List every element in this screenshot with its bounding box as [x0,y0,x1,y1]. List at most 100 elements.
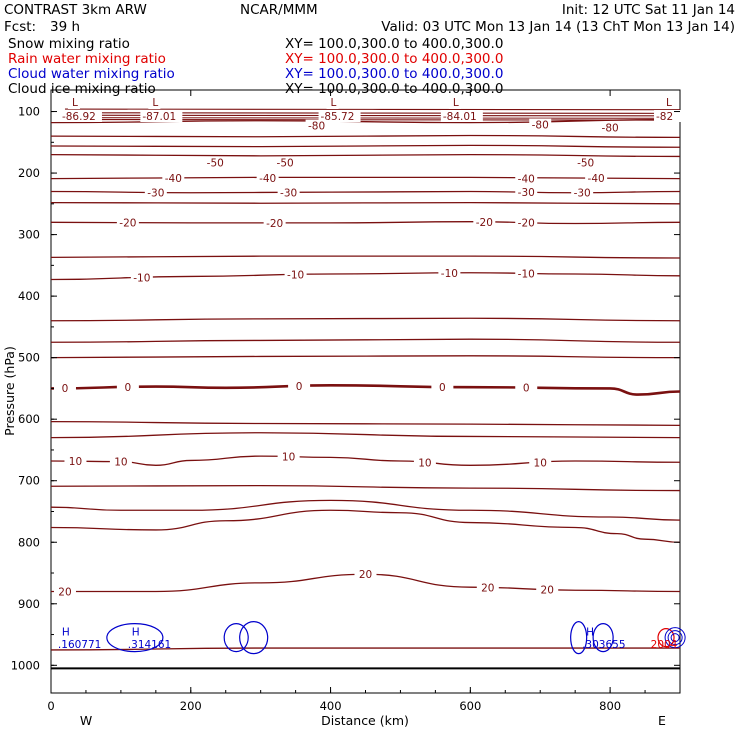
isotherm-label: -20 [476,217,493,229]
isotherm-label: 20 [541,584,554,596]
upper-isotherm-label-bg [162,171,185,184]
minimum-value-bg [654,110,697,122]
y-tick-label: 700 [18,474,40,488]
center-title: NCAR/MMM [240,2,318,18]
x-axis-east: E [658,713,666,728]
minimum-label-bg [148,96,161,109]
x-tick-label: 0 [47,699,54,713]
isotherm-label-bg [529,456,552,469]
isotherm-label-bg [515,381,538,394]
init-time: Init: 12 UTC Sat 11 Jan 14 [562,2,735,18]
isotherm-label: 10 [418,458,431,470]
contour-line [50,432,681,439]
contour-line [50,499,681,521]
legend-name: Cloud ice mixing ratio [8,81,156,97]
isotherm-line [50,272,681,281]
minimum-marker: L [72,97,78,109]
minimum-label-bg [662,96,675,109]
isotherm-label: 0 [439,382,446,394]
rain-water-contour [657,628,675,648]
isotherm-label: -10 [133,273,150,285]
isotherm-label: 0 [523,383,530,395]
isotherm-label: 10 [282,452,295,464]
cloud-water-max-value: .314161 [128,639,171,651]
upper-isotherm-label: -50 [277,158,294,170]
y-tick-label: 100 [18,105,40,119]
y-tick-label: 800 [18,535,40,549]
isotherm-label-bg [130,271,153,284]
isotherm-label-bg [515,267,538,280]
isotherm-label-bg [284,268,307,281]
minimum-value-bg [440,110,483,122]
contour-line [50,484,681,492]
cloud-water-contour [670,633,680,643]
isotherm-label: 20 [58,586,71,598]
minimum-value: -85.72 [321,111,355,123]
minimum-value: -84.01 [443,111,477,123]
minimum-value: -87.01 [142,111,176,123]
contour-line [50,647,680,651]
legend: Snow mixing ratio XY= 100.0,300.0 to 400.… [8,36,503,97]
upper-isotherm-label-bg [515,172,538,185]
isotherm-label-bg [571,186,594,199]
isotherm-label-bg [473,215,496,228]
contour-line [50,338,681,343]
upper-isotherm-label-bg [256,171,279,184]
cloud-water-max-marker: H [586,626,594,638]
legend-xy: XY= 100.0,300.0 to 400.0,300.0 [285,36,503,52]
isotherm-label: -30 [518,187,535,199]
x-tick-label: 400 [320,699,342,713]
upper-isotherm-label-bg [599,121,622,134]
isotherm-label: 0 [296,381,303,393]
isotherm-label: -10 [441,268,458,280]
x-axis-label: Distance (km) [321,713,409,728]
isotherm-label-bg [116,381,139,394]
isotherm-label-bg [288,380,311,393]
model-title: CONTRAST 3km ARW [4,2,147,18]
isotherm-label: 20 [481,583,494,595]
minimum-value-bg [140,110,183,122]
isotherm-label: -30 [280,187,297,199]
isotherm-label-bg [438,266,461,279]
isotherm-line [50,455,681,466]
legend-name: Rain water mixing ratio [8,51,166,67]
isotherm-label-bg [536,583,559,596]
upper-isotherm-label-bg [529,118,552,131]
legend-xy: XY= 100.0,300.0 to 400.0,300.0 [285,51,503,67]
minimum-marker: L [331,97,337,109]
isotherm-label-bg [144,186,167,199]
isotherm-label: 10 [534,457,547,469]
minimum-label-bg [67,96,80,109]
cloud-water-max-value: .303655 [582,639,625,651]
upper-isotherm-label: -50 [207,158,224,170]
isotherm-label-bg [116,216,139,229]
isotherm-label: 0 [125,382,132,394]
y-tick-label: 300 [18,228,40,242]
cloud-water-contour [592,623,614,653]
upper-isotherm-label-bg [585,171,608,184]
minimum-marker: L [152,97,158,109]
minimum-marker: L [666,97,672,109]
isotherm-label: -20 [119,218,136,230]
isotherm-label-bg [431,380,454,393]
cloud-water-contour [667,630,683,646]
contour-line [50,176,681,180]
isotherm-label-bg [413,456,436,469]
upper-isotherm-label: -50 [577,158,594,170]
minimum-label-bg [326,96,339,109]
contour-line [50,255,681,259]
minimum-value: -82 [656,111,673,123]
fcst-label: Fcst: [4,19,36,35]
cloud-water-max-value: .160771 [58,639,101,651]
minimum-value-bg [59,110,102,122]
upper-isotherm-label: -80 [308,121,325,133]
legend-xy: XY= 100.0,300.0 to 400.0,300.0 [285,81,503,97]
y-axis-label: Pressure (hPa) [2,346,17,436]
isotherm-label: 0 [62,383,69,395]
isotherm-label-bg [53,382,76,395]
isotherm-line [50,221,681,225]
contour-line [50,317,681,322]
upper-isotherm-label: -40 [518,174,535,186]
